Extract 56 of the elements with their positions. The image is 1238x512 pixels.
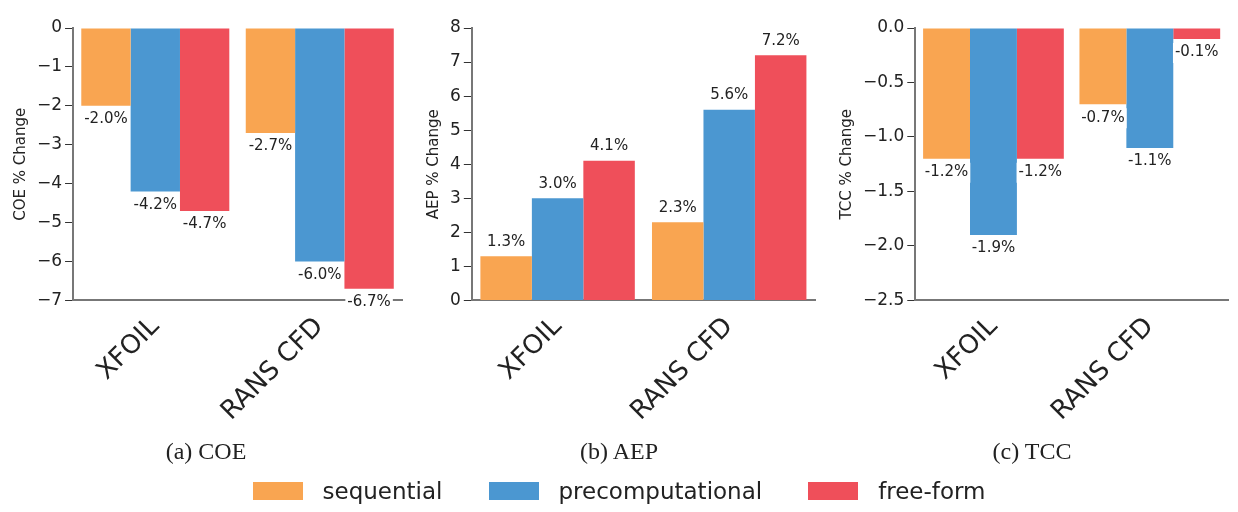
y-tick-label: 3 xyxy=(449,186,461,207)
y-tick-label: −1.0 xyxy=(863,125,905,146)
y-axis-title: TCC % Change xyxy=(836,109,855,221)
data-label: -1.2% xyxy=(924,162,969,181)
y-tick-label: −0.5 xyxy=(863,70,905,91)
y-tick-label: 5 xyxy=(449,118,461,139)
y-tick-label: −2.0 xyxy=(863,234,905,255)
y-tick-label: 1 xyxy=(449,254,461,275)
data-label: -4.7% xyxy=(182,214,227,233)
y-tick-label: 8 xyxy=(449,16,461,37)
data-label: -6.0% xyxy=(298,264,342,283)
data-label: 3.0% xyxy=(538,173,577,192)
legend-label: free-form xyxy=(877,478,986,504)
y-tick-label: −3 xyxy=(37,133,63,154)
y-tick-label: −5 xyxy=(37,211,63,232)
data-label: -4.2% xyxy=(133,194,178,213)
data-label: -2.7% xyxy=(248,136,293,155)
bar xyxy=(531,198,584,300)
y-tick-label: −1.5 xyxy=(863,179,905,200)
y-tick-label: −4 xyxy=(37,172,63,193)
data-label: -0.7% xyxy=(1081,107,1125,126)
y-tick-label: 0.0 xyxy=(877,16,905,37)
y-tick-label: 6 xyxy=(449,84,461,105)
data-label: 1.3% xyxy=(487,231,526,250)
y-tick-label: −2 xyxy=(37,94,63,115)
y-tick-label: 4 xyxy=(449,152,461,173)
data-label: -1.1% xyxy=(1128,151,1172,170)
y-tick-label: 0 xyxy=(449,288,461,309)
bar xyxy=(651,222,704,300)
data-label: -2.0% xyxy=(84,109,128,128)
legend-label: precomputational xyxy=(557,478,763,504)
data-label: -0.1% xyxy=(1174,42,1219,61)
text: (b) AEP xyxy=(579,438,659,465)
data-label: 7.2% xyxy=(761,30,800,49)
y-tick-label: −1 xyxy=(37,55,63,76)
y-axis-title: AEP % Change xyxy=(423,109,442,220)
legend-label: sequential xyxy=(321,478,443,504)
bar xyxy=(754,55,807,300)
data-label: 5.6% xyxy=(710,85,749,104)
text: (c) TCC xyxy=(991,438,1073,465)
data-label: 2.3% xyxy=(658,197,697,216)
bar xyxy=(480,256,532,300)
y-tick-label: 2 xyxy=(449,220,461,241)
y-tick-label: 0 xyxy=(51,16,63,37)
data-label: -1.2% xyxy=(1018,162,1063,181)
text: (a) COE xyxy=(164,438,248,465)
bar xyxy=(583,160,635,300)
data-label: 4.1% xyxy=(590,136,629,155)
y-tick-label: −7 xyxy=(37,288,63,309)
bar xyxy=(703,109,755,300)
y-axis-title: COE % Change xyxy=(10,107,29,221)
y-tick-label: −2.5 xyxy=(863,288,905,309)
data-label: -6.7% xyxy=(347,292,391,311)
y-tick-label: −6 xyxy=(37,249,63,270)
y-tick-label: 7 xyxy=(449,50,461,71)
data-label: -1.9% xyxy=(971,238,1016,257)
